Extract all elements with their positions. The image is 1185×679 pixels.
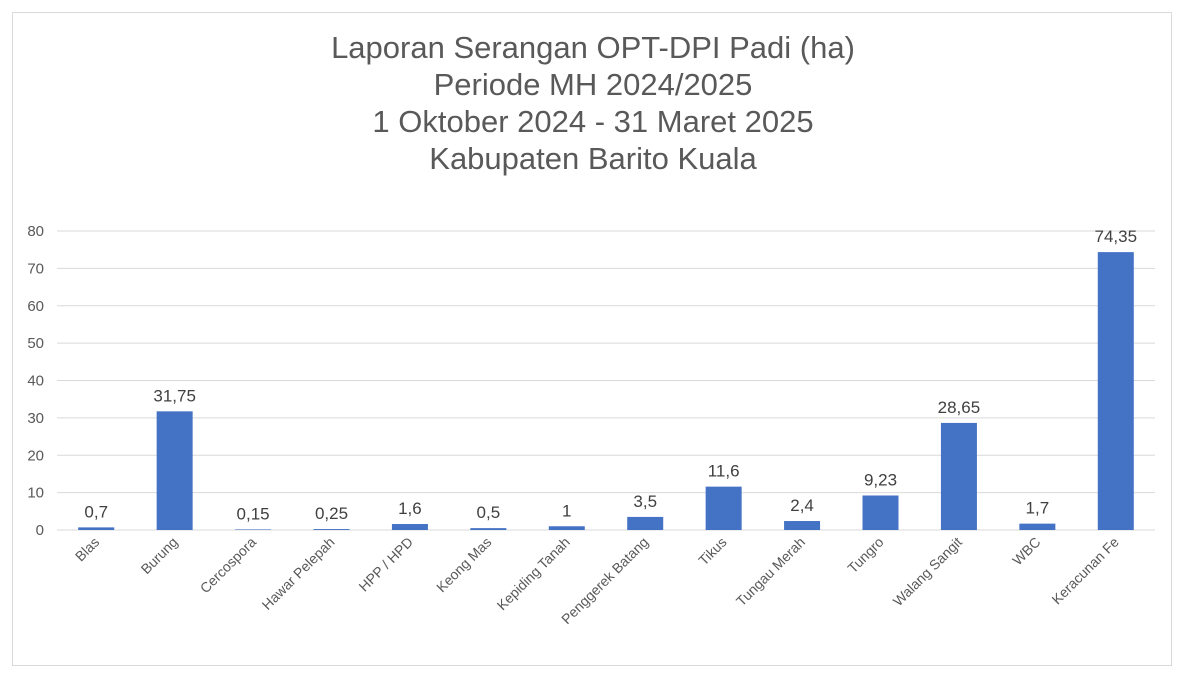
y-tick-label: 30 [27,410,44,427]
bar [940,422,977,530]
bar [235,529,272,530]
bar [156,411,193,530]
chart-title-line: Periode MH 2024/2025 [434,67,753,102]
data-label: 2,4 [790,496,814,515]
data-label: 28,65 [938,398,981,417]
y-tick-label: 50 [27,335,44,352]
x-tick-label: Walang Sangit [890,534,965,609]
bar [1097,252,1134,530]
x-tick-label: Kepiding Tanah [494,534,573,613]
y-tick-label: 80 [27,223,44,240]
data-label: 1,7 [1026,499,1050,518]
y-tick-label: 20 [27,447,44,464]
data-label: 0,15 [237,504,270,523]
y-tick-label: 70 [27,260,44,277]
bar [627,516,664,530]
x-tick-label: Blas [72,534,103,565]
x-tick-label: Keong Mas [433,534,494,595]
chart-frame [12,12,1172,666]
bar [313,529,350,530]
y-tick-label: 0 [36,522,44,539]
y-tick-label: 40 [27,373,44,390]
bar [470,528,507,530]
bar [78,527,115,530]
data-label: 1 [562,501,571,520]
bar [548,526,585,530]
bar [1019,523,1056,530]
bar [784,521,821,530]
x-tick-label: Cercospora [197,534,260,597]
chart-title-line: Kabupaten Barito Kuala [429,141,757,176]
chart-title-line: 1 Oktober 2024 - 31 Maret 2025 [372,104,813,139]
bar [391,524,428,530]
x-tick-label: Burung [138,534,181,577]
x-tick-label: Hawar Pelepah [259,534,338,613]
bar [705,486,742,530]
x-tick-label: Keracunan Fe [1048,534,1122,608]
chart-title-line: Laporan Serangan OPT-DPI Padi (ha) [331,30,855,65]
data-label: 0,25 [315,504,348,523]
data-label: 74,35 [1095,227,1138,246]
x-tick-label: Tungro [844,534,886,576]
data-label: 31,75 [153,386,196,405]
x-tick-label: HPP / HPD [355,534,416,595]
data-label: 9,23 [864,471,897,490]
bar [862,495,899,530]
data-label: 11,6 [708,462,740,481]
data-label: 0,7 [84,502,108,521]
y-tick-label: 60 [27,298,44,315]
data-label: 0,5 [477,503,501,522]
data-label: 3,5 [633,492,657,511]
data-label: 1,6 [398,499,422,518]
x-tick-label: Penggerek Batang [558,534,651,627]
y-tick-label: 10 [27,485,44,502]
x-tick-label: Tikus [695,534,730,569]
x-tick-label: Tungau Merah [733,534,808,609]
x-tick-label: WBC [1009,534,1043,568]
